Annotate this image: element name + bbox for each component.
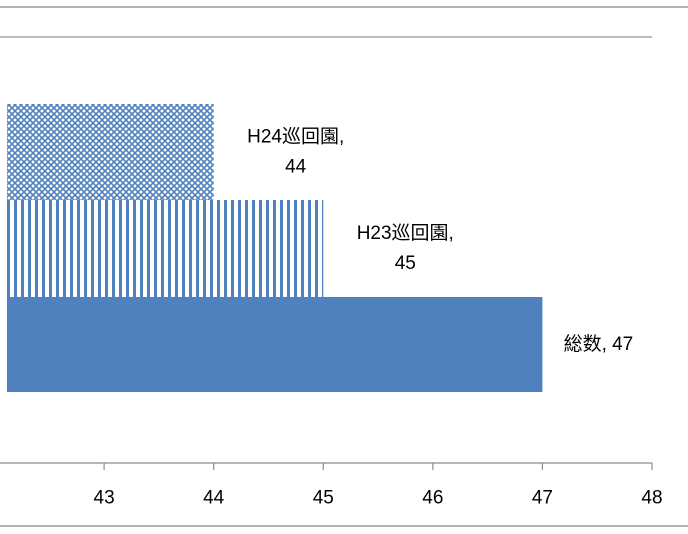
data-label-2-line-2: 45	[395, 253, 416, 274]
data-label-1-line-1: H24巡回園,	[247, 126, 344, 148]
bar-2	[7, 200, 324, 297]
data-label-2-line-1: H23巡回園,	[357, 222, 454, 244]
x-tick-label-46: 46	[422, 488, 443, 509]
x-tick-label-44: 44	[203, 488, 225, 509]
x-tick-label-47: 47	[532, 488, 553, 509]
x-tick-label-48: 48	[641, 488, 662, 509]
bars-layer	[7, 104, 543, 392]
data-label-3-line-1: 総数, 47	[564, 333, 634, 355]
bar-3	[7, 297, 543, 392]
data-labels-layer: H24巡回園, 44 H23巡回園, 45 総数, 47	[247, 126, 633, 356]
x-tick-label-45: 45	[313, 488, 334, 509]
x-axis-ticks: 43 44 45 46 47 48	[94, 463, 663, 509]
bar-1	[7, 104, 214, 200]
data-label-1-line-2: 44	[285, 157, 307, 178]
x-tick-label-43: 43	[94, 488, 115, 509]
